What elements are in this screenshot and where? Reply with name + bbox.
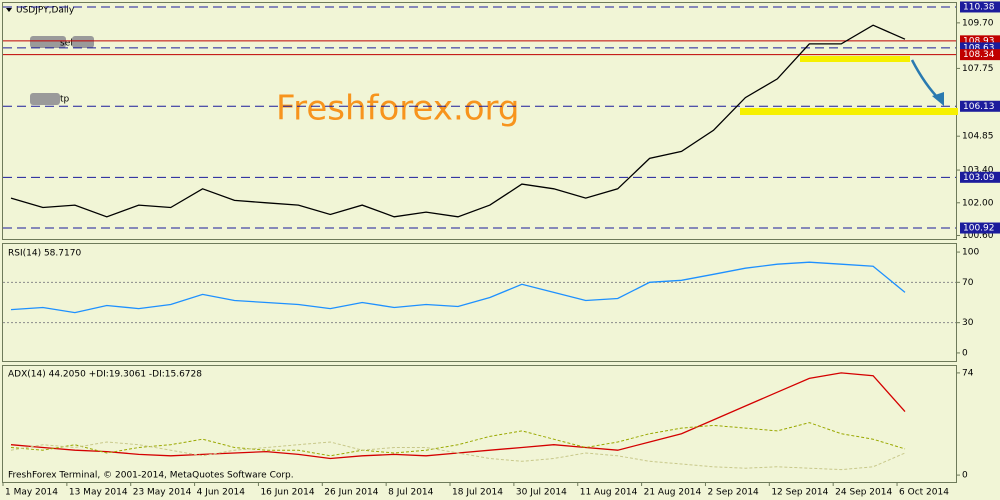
level-label: 108.93 bbox=[963, 36, 995, 46]
level-label: 110.38 bbox=[963, 2, 995, 12]
level-label-box bbox=[960, 49, 1000, 61]
x-tick-label: 6 Oct 2014 bbox=[899, 488, 949, 498]
level-label-box bbox=[960, 1, 1000, 13]
level-label-box bbox=[960, 171, 1000, 183]
x-tick-label: 2 Sep 2014 bbox=[707, 488, 759, 498]
x-tick-label: 8 Jul 2014 bbox=[388, 488, 433, 498]
series-line bbox=[10, 24, 906, 218]
support-zone bbox=[800, 56, 910, 62]
x-tick-label: 30 Jul 2014 bbox=[516, 488, 567, 498]
level-label: 103.09 bbox=[963, 173, 995, 183]
x-tick-label: 11 Aug 2014 bbox=[580, 488, 638, 498]
order-note: sel bbox=[60, 39, 73, 49]
y-tick-label: 100.60 bbox=[962, 231, 994, 241]
level-label-box bbox=[960, 222, 1000, 234]
level-label-box bbox=[960, 35, 1000, 47]
order-note: tp bbox=[60, 95, 70, 105]
arrow-head bbox=[932, 92, 944, 106]
series-line bbox=[10, 261, 906, 314]
y-tick-label: 107.75 bbox=[962, 64, 994, 74]
y-tick-label: 109.70 bbox=[962, 18, 994, 28]
chart-title: USDJPY,Daily bbox=[16, 6, 75, 16]
y-tick-label: 30 bbox=[962, 318, 974, 328]
x-tick-label: 13 May 2014 bbox=[69, 488, 128, 498]
y-tick-label: 100 bbox=[962, 248, 979, 258]
x-tick-label: 18 Jul 2014 bbox=[452, 488, 503, 498]
x-tick-label: 4 Jun 2014 bbox=[197, 488, 246, 498]
level-label: 100.92 bbox=[963, 224, 995, 234]
x-tick-label: 23 May 2014 bbox=[133, 488, 192, 498]
x-tick-label: 12 Sep 2014 bbox=[771, 488, 828, 498]
x-tick-label: 26 Jun 2014 bbox=[324, 488, 378, 498]
y-tick-label: 70 bbox=[962, 278, 974, 288]
adx-pane bbox=[2, 365, 957, 483]
price-pane bbox=[2, 2, 957, 240]
support-zone bbox=[740, 108, 958, 115]
redacted bbox=[72, 36, 94, 48]
level-label: 106.13 bbox=[963, 102, 995, 112]
y-tick-label: 0 bbox=[962, 348, 968, 358]
pane-title: RSI(14) 58.7170 bbox=[8, 249, 81, 259]
level-label-box bbox=[960, 42, 1000, 54]
series-line bbox=[10, 422, 906, 457]
redacted bbox=[30, 93, 60, 105]
pane-frames bbox=[2, 2, 957, 483]
level-label: 108.63 bbox=[963, 43, 995, 53]
series-line bbox=[10, 441, 906, 471]
rsi-pane bbox=[2, 243, 957, 362]
level-label: 108.34 bbox=[963, 50, 995, 60]
y-tick-label: 102.00 bbox=[962, 198, 994, 208]
redacted bbox=[30, 36, 66, 48]
watermark: Freshforex.org bbox=[276, 89, 520, 129]
x-tick-label: 1 May 2014 bbox=[5, 488, 58, 498]
x-tick-label: 16 Jun 2014 bbox=[260, 488, 314, 498]
x-tick-label: 21 Aug 2014 bbox=[644, 488, 702, 498]
x-tick-label: 24 Sep 2014 bbox=[835, 488, 892, 498]
y-tick-label: 103.40 bbox=[962, 166, 994, 176]
footer: FreshForex Terminal, © 2001-2014, MetaQu… bbox=[8, 471, 294, 481]
y-tick-label: 104.85 bbox=[962, 132, 994, 142]
level-label-box bbox=[960, 100, 1000, 112]
y-tick-label: 0 bbox=[962, 471, 968, 481]
y-tick-label: 74 bbox=[962, 368, 974, 378]
symbol-icon bbox=[6, 8, 12, 12]
pane-title: ADX(14) 44.2050 +DI:19.3061 -DI:15.6728 bbox=[8, 370, 202, 380]
